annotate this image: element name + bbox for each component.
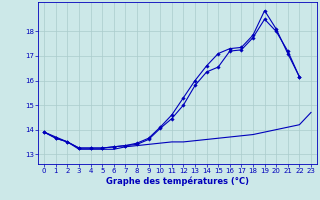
X-axis label: Graphe des températures (°C): Graphe des températures (°C)	[106, 177, 249, 186]
